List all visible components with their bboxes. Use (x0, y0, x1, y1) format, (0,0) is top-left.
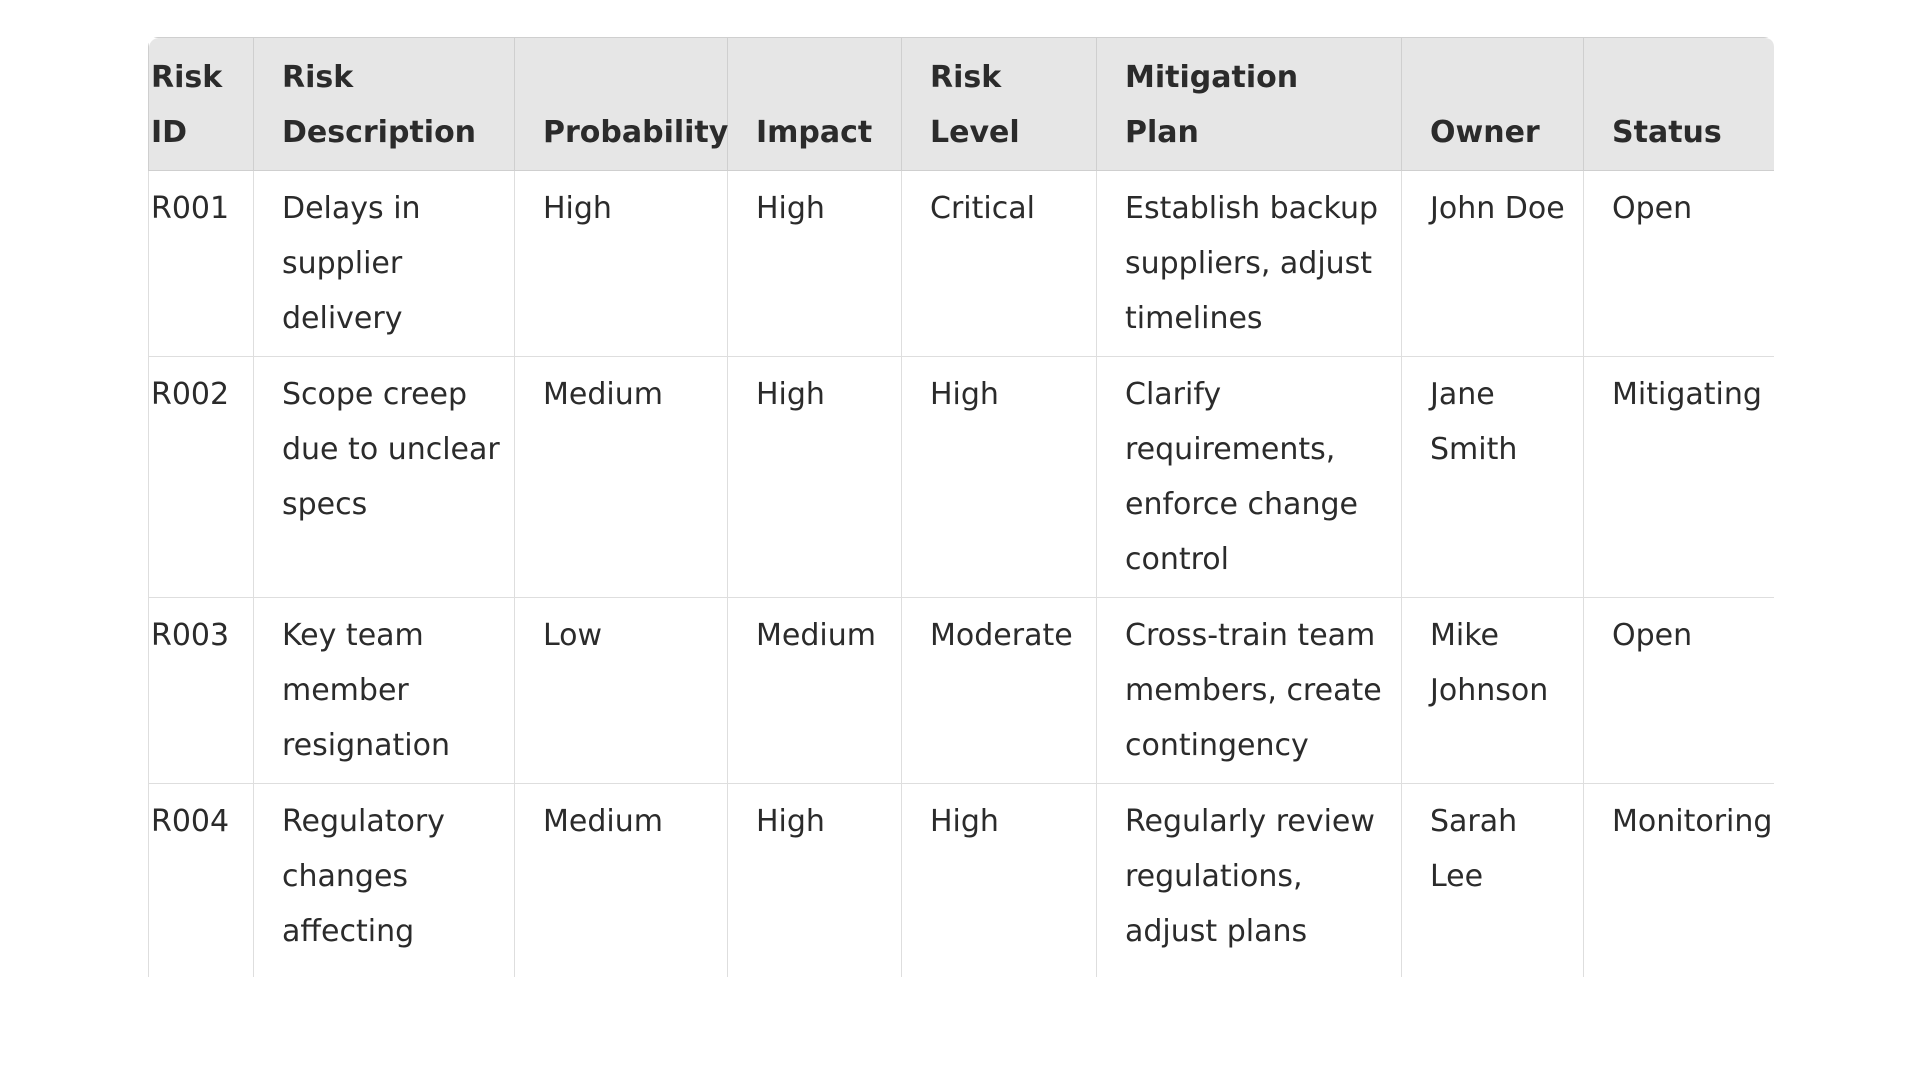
cell-owner: John Doe (1401, 170, 1584, 357)
cell-impact: High (727, 783, 902, 977)
cell-status: Monitoring (1583, 783, 1774, 977)
cell-risk-description: Delays in supplier delivery (253, 170, 515, 357)
cell-probability: Medium (514, 783, 728, 977)
table-header: Risk ID Risk Description Probability Imp… (148, 37, 1774, 171)
header-impact: Impact (727, 37, 902, 171)
cell-risk-description: Key team member resignation (253, 597, 515, 784)
cell-risk-description: Scope creep due to unclear specs (253, 356, 515, 598)
risk-register-table-viewport[interactable]: Risk ID Risk Description Probability Imp… (148, 37, 1774, 977)
cell-impact: Medium (727, 597, 902, 784)
cell-risk-id: R001 (148, 170, 254, 357)
cell-owner: Mike Johnson (1401, 597, 1584, 784)
header-row: Risk ID Risk Description Probability Imp… (148, 37, 1774, 171)
cell-probability: Medium (514, 356, 728, 598)
header-mitigation-plan: Mitigation Plan (1096, 37, 1402, 171)
cell-risk-level: High (901, 783, 1097, 977)
cell-risk-id: R002 (148, 356, 254, 598)
cell-mitigation-plan: Clarify requirements, enforce change con… (1096, 356, 1402, 598)
cell-impact: High (727, 356, 902, 598)
cell-status: Open (1583, 597, 1774, 784)
header-status: Status (1583, 37, 1774, 171)
cell-risk-id: R004 (148, 783, 254, 977)
table-row: R001 Delays in supplier delivery High Hi… (148, 170, 1774, 357)
table-row: R002 Scope creep due to unclear specs Me… (148, 356, 1774, 598)
cell-mitigation-plan: Regularly review regulations, adjust pla… (1096, 783, 1402, 977)
header-risk-level: Risk Level (901, 37, 1097, 171)
cell-mitigation-plan: Establish backup suppliers, adjust timel… (1096, 170, 1402, 357)
cell-risk-description: Regulatory changes affecting scope (253, 783, 515, 977)
risk-register-table: Risk ID Risk Description Probability Imp… (148, 37, 1774, 977)
cell-owner: Sarah Lee (1401, 783, 1584, 977)
cell-risk-level: Moderate (901, 597, 1097, 784)
header-probability: Probability (514, 37, 728, 171)
header-risk-id: Risk ID (148, 37, 254, 171)
cell-risk-level: Critical (901, 170, 1097, 357)
cell-risk-id: R003 (148, 597, 254, 784)
header-risk-description: Risk Description (253, 37, 515, 171)
table-body: R001 Delays in supplier delivery High Hi… (148, 170, 1774, 977)
header-owner: Owner (1401, 37, 1584, 171)
cell-impact: High (727, 170, 902, 357)
cell-probability: Low (514, 597, 728, 784)
cell-owner: Jane Smith (1401, 356, 1584, 598)
table-row: R004 Regulatory changes affecting scope … (148, 783, 1774, 977)
cell-status: Open (1583, 170, 1774, 357)
cell-risk-level: High (901, 356, 1097, 598)
cell-probability: High (514, 170, 728, 357)
table-row: R003 Key team member resignation Low Med… (148, 597, 1774, 784)
cell-mitigation-plan: Cross-train team members, create conting… (1096, 597, 1402, 784)
cell-status: Mitigating (1583, 356, 1774, 598)
